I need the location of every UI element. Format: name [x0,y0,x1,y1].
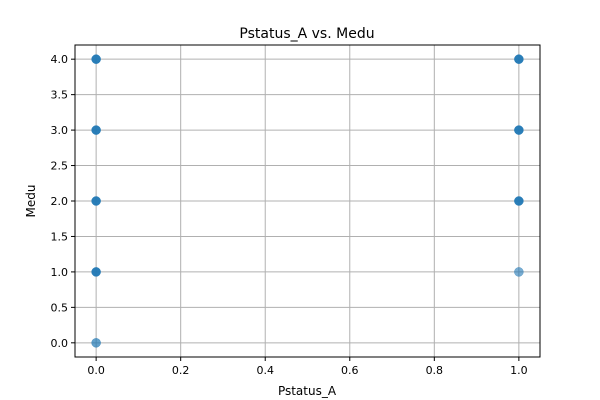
data-point [91,54,101,64]
y-tick-label: 1.0 [51,266,69,279]
y-tick-label: 2.5 [51,160,69,173]
y-tick-label: 1.5 [51,230,69,243]
y-tick-label: 3.5 [51,89,69,102]
y-tick-label: 2.0 [51,195,69,208]
grid [75,45,540,357]
x-tick-label: 0.2 [172,364,190,377]
x-tick-label: 0.4 [256,364,274,377]
data-points [91,54,524,348]
y-tick-label: 0.5 [51,301,69,314]
data-point [91,125,101,135]
x-tick-label: 1.0 [510,364,528,377]
y-tick-label: 0.0 [51,337,69,350]
data-point [514,125,524,135]
x-tick-label: 0.8 [426,364,444,377]
data-point [514,54,524,64]
y-tick-label: 4.0 [51,53,69,66]
data-point [91,338,101,348]
data-point [514,196,524,206]
ticks: 0.0 0.2 0.4 0.6 0.8 1.0 0.0 0.5 1.0 1.5 2.0 2.5 3.0 3… [51,53,528,377]
x-axis-label: Pstatus_A [278,384,337,398]
y-axis-label: Medu [24,185,38,218]
data-point [91,267,101,277]
data-point [91,196,101,206]
chart-title: Pstatus_A vs. Medu [239,26,374,42]
data-point [514,267,524,277]
x-tick-label: 0.0 [87,364,105,377]
y-tick-label: 3.0 [51,124,69,137]
x-tick-label: 0.6 [341,364,359,377]
